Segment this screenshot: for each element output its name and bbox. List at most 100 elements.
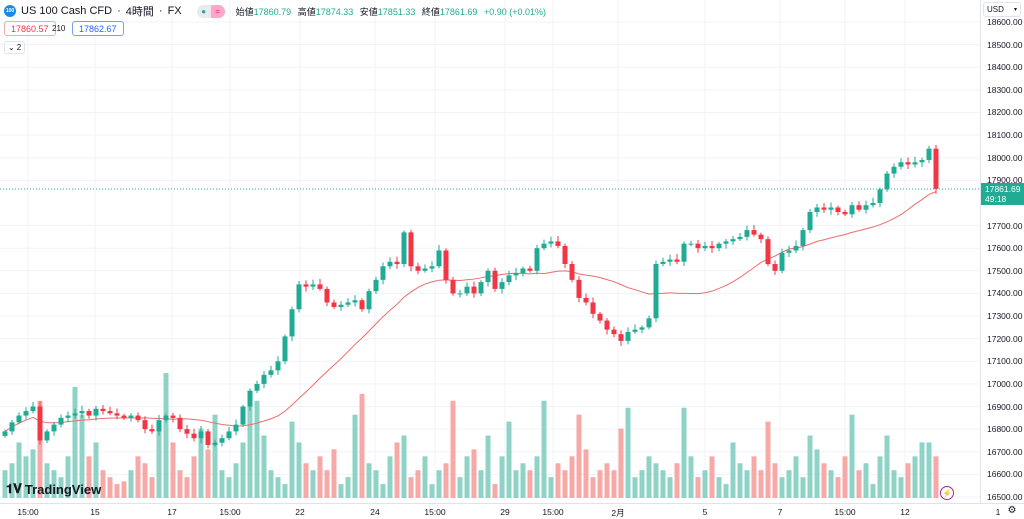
- candle-body: [30, 406, 36, 412]
- volume-bar: [366, 463, 372, 498]
- candle-body: [170, 415, 176, 418]
- candle-body: [492, 270, 498, 289]
- volume-bar: [786, 470, 792, 498]
- candle-body: [814, 207, 820, 212]
- volume-bar: [121, 481, 127, 498]
- volume-bar: [100, 470, 106, 498]
- volume-bar: [44, 463, 50, 498]
- candle-body: [184, 429, 190, 434]
- candle-body: [863, 205, 869, 210]
- candle-body: [667, 259, 673, 262]
- volume-bar: [464, 456, 470, 498]
- candle-body: [639, 327, 645, 330]
- candle-body: [261, 374, 267, 384]
- market-status-toggle[interactable]: ● =: [196, 4, 225, 18]
- candle-body: [394, 261, 400, 265]
- price-axis[interactable]: 18600.00 18500.00 18400.00 18300.00 18200.00…: [980, 0, 1024, 503]
- symbol-name[interactable]: US 100 Cash CFD: [21, 5, 113, 17]
- chevron-down-icon: ▾: [1013, 7, 1017, 13]
- symbol-legend: 100 US 100 Cash CFD · 4時間 · FX ● = 始値17860…: [4, 3, 550, 19]
- candle-body: [436, 250, 442, 267]
- settings-gear-icon[interactable]: ⚙: [1007, 505, 1017, 516]
- candle-body: [352, 300, 358, 303]
- candle-body: [93, 408, 99, 416]
- price-label: 17900.00: [987, 175, 1023, 186]
- volume-bar: [751, 456, 757, 498]
- candle-body: [870, 202, 876, 206]
- volume-bar: [429, 484, 435, 498]
- volume-bar: [352, 414, 358, 498]
- volume-bar: [261, 435, 267, 498]
- volume-bar: [163, 373, 169, 498]
- symbol-logo-icon: 100: [4, 5, 16, 17]
- time-label: 15:00: [834, 507, 856, 517]
- volume-bar: [779, 477, 785, 498]
- volume-bar: [730, 442, 736, 498]
- lightning-icon[interactable]: ⚡: [940, 486, 954, 500]
- time-label: 15:00: [17, 507, 39, 517]
- volume-bar: [128, 470, 134, 498]
- candle-body: [485, 270, 491, 283]
- candle-body: [345, 302, 351, 305]
- price-label: 16600.00: [987, 469, 1023, 480]
- candle-body: [205, 431, 211, 445]
- volume-bar: [142, 463, 148, 498]
- currency-select[interactable]: USD ▾: [983, 2, 1021, 17]
- price-label: 18600.00: [987, 17, 1023, 27]
- candle-body: [828, 207, 834, 210]
- symbol-interval[interactable]: 4時間: [125, 6, 154, 18]
- volume-bar: [485, 435, 491, 498]
- last-price-label: 17861.69 49:18: [981, 182, 1024, 205]
- candle-body: [310, 284, 316, 287]
- volume-bar: [702, 470, 708, 498]
- tv-logo-icon: 𝟏𝐕: [6, 481, 22, 496]
- indicators-collapse-button[interactable]: ⌄ 2: [4, 41, 26, 54]
- price-label: 17600.00: [987, 243, 1023, 254]
- candle-body: [86, 411, 92, 416]
- volume-bar: [422, 456, 428, 498]
- volume-bar: [282, 484, 288, 498]
- volume-bar: [772, 463, 778, 498]
- candle-body: [359, 300, 365, 310]
- volume-bar: [387, 456, 393, 498]
- volume-bar: [23, 456, 29, 498]
- candle-body: [765, 239, 771, 265]
- volume-bar: [373, 470, 379, 498]
- volume-bar: [198, 428, 204, 498]
- time-label: 24: [370, 507, 380, 517]
- sell-price-button[interactable]: 17860.57: [4, 21, 56, 36]
- volume-bar: [72, 386, 78, 498]
- candle-body: [471, 286, 477, 294]
- volume-bar: [380, 484, 386, 498]
- symbol-exchange: FX: [167, 5, 182, 17]
- volume-bar: [443, 463, 449, 498]
- tradingview-logo[interactable]: 𝟏𝐕 TradingView: [6, 481, 102, 497]
- candle-body: [576, 279, 582, 298]
- candle-body: [100, 408, 106, 412]
- candle-body: [905, 162, 911, 165]
- price-chart[interactable]: [0, 0, 980, 503]
- candle-body: [219, 438, 225, 443]
- candle-body: [821, 207, 827, 210]
- candle-body: [583, 297, 589, 303]
- candle-body: [338, 304, 344, 307]
- candle-body: [44, 431, 50, 441]
- time-label: 17: [167, 507, 177, 517]
- volume-bar: [849, 414, 855, 498]
- time-axis[interactable]: 15:00 15 17 15:00 22 24 15:00 29 15:00 2…: [0, 503, 1024, 519]
- time-label: 15:00: [219, 507, 241, 517]
- volume-bar: [891, 470, 897, 498]
- volume-bar: [828, 470, 834, 498]
- candle-body: [317, 284, 323, 289]
- volume-bar: [58, 477, 64, 498]
- buy-price-button[interactable]: 17862.67: [72, 21, 124, 36]
- candle-body: [625, 331, 631, 341]
- candle-body: [597, 313, 603, 321]
- candle-body: [478, 282, 484, 294]
- candle-body: [709, 245, 715, 249]
- candle-body: [296, 284, 302, 310]
- volume-bar: [842, 456, 848, 498]
- volume-bar: [611, 470, 617, 498]
- candle-body: [786, 250, 792, 253]
- volume-bar: [793, 456, 799, 498]
